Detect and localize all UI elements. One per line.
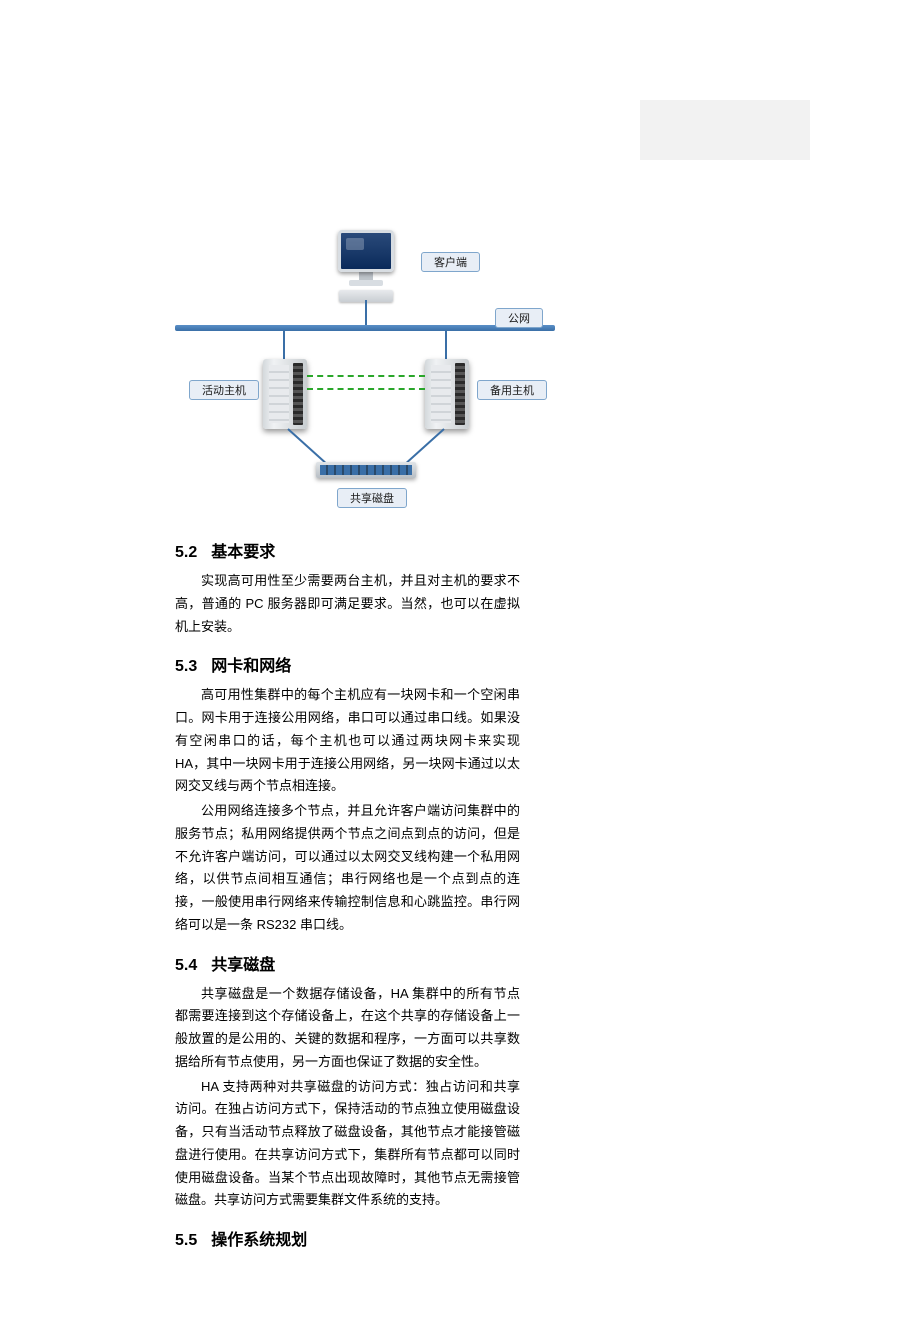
paragraph: 公用网络连接多个节点，并且允许客户端访问集群中的服务节点；私用网络提供两个节点之… — [175, 800, 520, 937]
standby-host-icon — [425, 359, 469, 429]
heading-5-5: 5.5 操作系统规划 — [175, 1226, 520, 1250]
heartbeat-link-1 — [307, 375, 425, 377]
heading-number: 5.5 — [175, 1232, 197, 1249]
shared-disk-icon — [316, 462, 416, 478]
paragraph: 实现高可用性至少需要两台主机，并且对主机的要求不高，普通的 PC 服务器即可满足… — [175, 570, 520, 638]
heading-title: 共享磁盘 — [211, 957, 275, 974]
heading-number: 5.2 — [175, 544, 197, 561]
heading-title: 操作系统规划 — [211, 1232, 307, 1249]
heartbeat-link-2 — [307, 388, 425, 390]
heading-number: 5.4 — [175, 957, 197, 974]
heading-5-2: 5.2 基本要求 — [175, 538, 520, 562]
active-host-icon — [263, 359, 307, 429]
connector-standby-storage — [406, 428, 444, 463]
document-page: 客户端 公网 活动主机 备用主机 共享磁盘 5.2 基本要求 实现高可用性至少需要… — [0, 0, 640, 1318]
label-standby-host: 备用主机 — [477, 380, 547, 400]
connector-client-bus — [365, 300, 367, 325]
heading-5-3: 5.3 网卡和网络 — [175, 652, 520, 676]
heading-title: 基本要求 — [211, 544, 275, 561]
heading-title: 网卡和网络 — [211, 658, 291, 675]
heading-5-4: 5.4 共享磁盘 — [175, 951, 520, 975]
label-client: 客户端 — [421, 252, 480, 272]
header-grey-block — [640, 100, 810, 160]
connector-bus-standby — [445, 331, 447, 359]
heading-number: 5.3 — [175, 658, 197, 675]
connector-bus-active — [283, 331, 285, 359]
client-pc-icon — [335, 230, 397, 300]
ha-topology-diagram: 客户端 公网 活动主机 备用主机 共享磁盘 — [175, 230, 555, 520]
paragraph: HA 支持两种对共享磁盘的访问方式：独占访问和共享访问。在独占访问方式下，保持活… — [175, 1076, 520, 1213]
connector-active-storage — [287, 428, 325, 463]
label-active-host: 活动主机 — [189, 380, 259, 400]
label-public-net: 公网 — [495, 308, 543, 328]
paragraph: 共享磁盘是一个数据存储设备，HA 集群中的所有节点都需要连接到这个存储设备上，在… — [175, 983, 520, 1074]
label-shared-disk: 共享磁盘 — [337, 488, 407, 508]
paragraph: 高可用性集群中的每个主机应有一块网卡和一个空闲串口。网卡用于连接公用网络，串口可… — [175, 684, 520, 798]
